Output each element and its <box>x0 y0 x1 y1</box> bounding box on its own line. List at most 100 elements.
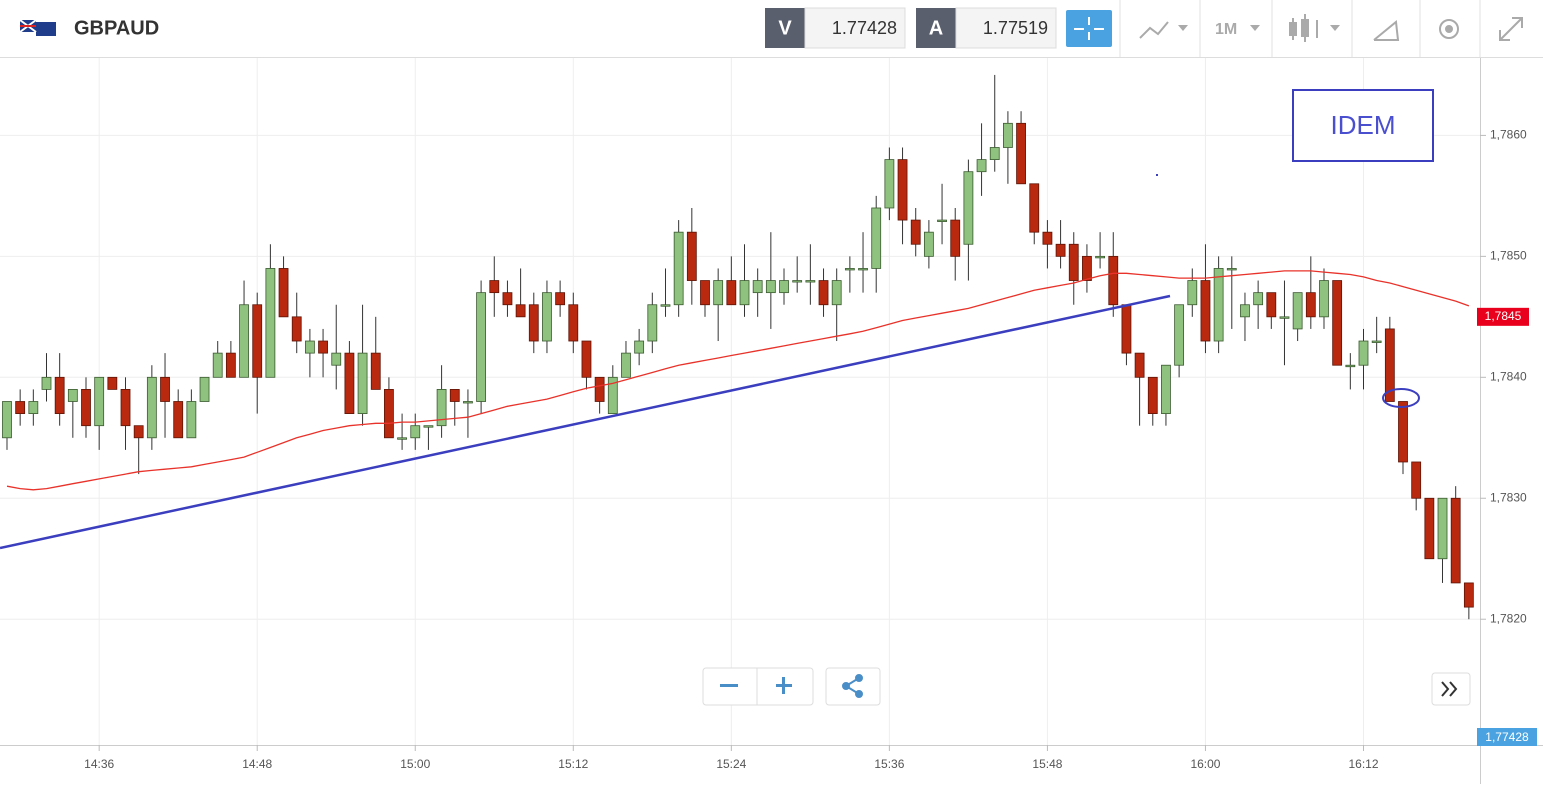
candle-body <box>1003 122 1013 148</box>
candle-body <box>1095 255 1105 259</box>
x-tick-label: 14:48 <box>242 757 272 771</box>
crosshair-icon <box>1074 17 1104 40</box>
candle-body <box>146 376 157 439</box>
bid-box[interactable] <box>804 7 906 49</box>
candle-body <box>976 159 987 173</box>
x-tick-label: 15:00 <box>400 757 430 771</box>
candle-body <box>384 389 394 439</box>
candle-body <box>1463 582 1474 608</box>
ask-label: A <box>929 17 943 39</box>
share-button[interactable] <box>825 667 881 706</box>
candle-body <box>1424 497 1435 560</box>
candle-body <box>107 376 118 390</box>
candle-body <box>844 268 855 271</box>
candle-body <box>897 159 908 221</box>
candle-body <box>2 401 12 439</box>
candle-body <box>476 292 487 402</box>
candle-body <box>239 304 249 378</box>
x-tick-label: 15:36 <box>874 757 904 771</box>
candle-body <box>15 401 26 414</box>
candle-body <box>120 389 131 427</box>
ask-button[interactable] <box>916 8 956 48</box>
candle-body <box>1108 255 1119 306</box>
candle-body <box>950 219 961 257</box>
candle-body <box>1016 122 1026 185</box>
candle-body <box>1332 280 1343 366</box>
y-tick-label: 1,7860 <box>1490 128 1527 142</box>
candle-body <box>1161 364 1171 414</box>
candle-body <box>739 280 750 306</box>
flag <box>19 19 56 36</box>
candle-body <box>910 219 921 245</box>
candle-body <box>726 280 737 306</box>
dot <box>1156 174 1158 176</box>
candle-body <box>81 389 91 427</box>
crosshair-button[interactable] <box>1066 10 1112 47</box>
candle-body <box>423 425 434 428</box>
candle-body <box>1082 255 1092 281</box>
candle-body <box>489 280 500 294</box>
dropdown-arrows <box>1178 25 1340 31</box>
candle-body <box>370 352 381 390</box>
candle-body <box>1029 183 1040 233</box>
x-tick-label: 16:12 <box>1348 757 1378 771</box>
zoom-out[interactable] <box>720 684 738 687</box>
x-tick-label: 15:24 <box>716 757 746 771</box>
candle-body <box>1411 461 1422 499</box>
candle-body <box>1319 280 1329 318</box>
scroll-end-button[interactable] <box>1431 672 1471 706</box>
candle-body <box>1055 243 1066 257</box>
candle-body <box>818 280 829 306</box>
x-tick-label: 16:00 <box>1190 757 1220 771</box>
candle-body <box>186 401 197 439</box>
candle-body <box>1266 292 1277 318</box>
candle-body <box>765 280 776 294</box>
candle-body <box>937 219 947 222</box>
candle-body <box>1253 292 1264 306</box>
candle-body <box>568 304 579 342</box>
candle-body <box>1384 328 1395 402</box>
ask-price: 1.77519 <box>983 18 1048 38</box>
plot: 1,7820 1,7830 1,7840 1,7850 1,7860 14:36 14:48… <box>0 58 1527 771</box>
candle-body <box>54 376 65 414</box>
annotation-box <box>1292 89 1434 162</box>
candle-body <box>528 304 539 342</box>
bid-button[interactable] <box>765 8 805 48</box>
candle-body <box>581 340 592 378</box>
moving-average <box>6 270 1470 491</box>
candle-body <box>1213 268 1224 342</box>
x-tick-label: 14:36 <box>84 757 114 771</box>
candle-body <box>792 280 803 283</box>
candle-body <box>805 280 816 283</box>
candle-body <box>1450 497 1461 584</box>
candle-body <box>331 352 342 366</box>
ask-box[interactable] <box>955 7 1057 49</box>
timeframe[interactable]: 1M <box>1215 21 1237 38</box>
candle-body <box>779 280 789 294</box>
candle-body <box>160 376 170 402</box>
candle-body <box>858 268 868 271</box>
candle-body <box>1305 292 1316 318</box>
candle-body <box>357 352 368 414</box>
candle-body <box>673 231 684 306</box>
candle-body <box>449 389 460 402</box>
candle-body <box>752 280 763 294</box>
candle-body <box>291 316 302 342</box>
y-tick-label: 1,7850 <box>1490 249 1527 263</box>
candle-body <box>173 401 184 439</box>
toolbar-icons <box>1139 14 1523 42</box>
candle-body <box>225 352 236 378</box>
last-price-tag <box>1477 307 1529 326</box>
candle-body <box>1279 316 1290 319</box>
candle-body <box>700 280 710 306</box>
candle-body <box>555 292 566 306</box>
last-price-text: 1,7845 <box>1485 309 1522 323</box>
candle-body <box>502 292 513 306</box>
zoom-in[interactable] <box>776 677 792 694</box>
candle-body <box>621 352 631 378</box>
candle-body <box>1068 243 1079 281</box>
candle-body <box>463 401 473 404</box>
candle-body <box>397 437 407 440</box>
candle-body <box>594 376 605 402</box>
candle-body <box>1226 268 1237 271</box>
